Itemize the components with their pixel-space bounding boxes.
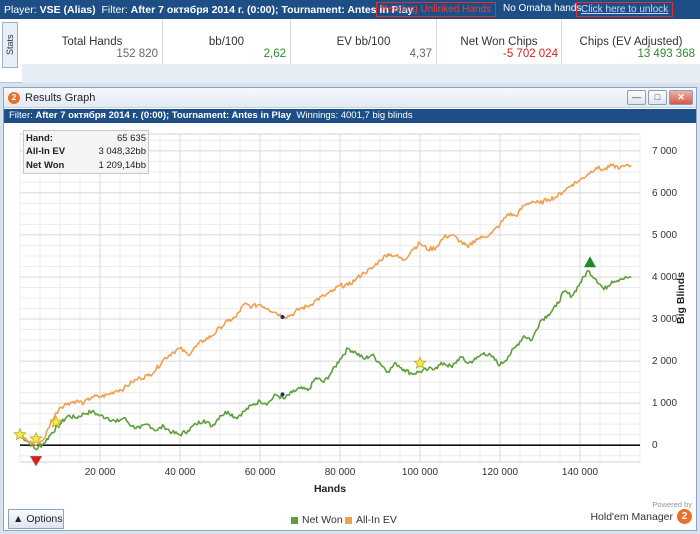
series-line-all-in-ev <box>19 163 632 447</box>
tooltip-label: Net Won <box>26 160 65 172</box>
hover-dot-marker <box>280 315 285 320</box>
column-ev-bb-100[interactable]: EV bb/100 <box>291 19 437 64</box>
close-button[interactable]: ✕ <box>669 90 693 105</box>
star-marker <box>29 431 43 445</box>
legend-net-won[interactable]: Net Won <box>291 514 343 526</box>
y-tick-label: 1 000 <box>652 398 677 409</box>
chips-ev-adjusted-value: 13 493 368 <box>637 48 695 60</box>
star-marker <box>413 356 427 369</box>
hm2-badge-icon: 2 <box>677 509 692 524</box>
window-title: Results Graph <box>25 92 96 104</box>
hover-dot-marker <box>280 392 285 397</box>
y-tick-label: 6 000 <box>652 188 677 199</box>
winnings-summary: Winnings: 4001,7 big blinds <box>296 110 413 121</box>
minimize-button[interactable]: — <box>627 90 646 105</box>
y-tick-label: 5 000 <box>652 230 677 241</box>
legend-label: All-In EV <box>356 514 397 526</box>
options-label: Options <box>26 513 63 525</box>
legend-swatch-all-in-ev <box>345 516 352 524</box>
brand-name: Hold'em Manager <box>590 510 673 523</box>
y-tick-label: 3 000 <box>652 314 677 325</box>
tooltip-row-net-won: Net Won 1 209,14bb <box>24 159 149 174</box>
y-tick-label: 2 000 <box>652 356 677 367</box>
options-button[interactable]: ▲ Options <box>8 509 64 529</box>
player-label: Player: <box>4 3 37 16</box>
graph-filter-bar: Filter: After 7 октября 2014 г. (0:00); … <box>4 109 696 123</box>
results-graph-window: 2 Results Graph — □ ✕ Filter: After 7 ок… <box>3 87 697 531</box>
powered-by-label: Powered by <box>652 500 692 509</box>
tooltip-row-allin-ev: All-In EV 3 048,32bb <box>24 145 149 159</box>
x-tick-label: 100 000 <box>402 467 439 478</box>
x-tick-label: 40 000 <box>165 467 196 478</box>
x-tick-label: 120 000 <box>482 467 519 478</box>
column-net-won-chips[interactable]: Net Won Chips <box>437 19 562 64</box>
hand-tooltip: Hand: 65 635 All-In EV 3 048,32bb Net Won 1… <box>23 130 149 174</box>
x-tick-label: 60 000 <box>245 467 276 478</box>
column-chips-ev-adjusted[interactable]: Chips (EV Adjusted) <box>579 35 683 48</box>
tooltip-row-hand: Hand: 65 635 <box>24 131 149 146</box>
column-total-hands[interactable]: Total Hands <box>22 19 163 64</box>
series-line-net-won <box>19 269 632 451</box>
filter-description[interactable]: After 7 октября 2014 г. (0:00); Tourname… <box>130 3 414 16</box>
results-chart-svg[interactable]: 20 000 40 000 60 000 80 000 100 000 120 000 14… <box>4 124 696 508</box>
y-tick-label: 4 000 <box>652 272 677 283</box>
tooltip-value: 1 209,14bb <box>98 160 146 172</box>
player-name[interactable]: VSE (Alias) <box>39 3 96 16</box>
stats-strip: Stats Total Hands bb/100 EV bb/100 Net W… <box>0 19 700 83</box>
x-tick-label: 140 000 <box>562 467 599 478</box>
filter-label: Filter: <box>101 3 128 16</box>
x-axis-label: Hands <box>314 483 346 495</box>
stats-tab[interactable]: Stats <box>2 22 18 68</box>
tooltip-value: 65 635 <box>116 132 146 144</box>
ev-bb-100-value: 4,37 <box>409 48 432 60</box>
window-titlebar[interactable]: 2 Results Graph — □ ✕ <box>4 88 696 108</box>
graph-filter-label: Filter: <box>9 110 33 121</box>
hm2-logo-icon: 2 <box>8 92 20 104</box>
legend-swatch-net-won <box>291 516 298 524</box>
unlock-link[interactable]: Click here to unlock <box>576 2 674 17</box>
max-triangle-marker <box>584 256 596 268</box>
player-filter-bar: Player: VSE (Alias) Filter: After 7 октя… <box>0 0 700 19</box>
total-hands-value: 152 820 <box>116 48 158 60</box>
star-marker <box>49 415 63 428</box>
y-tick-label: 7 000 <box>652 146 677 157</box>
results-chart[interactable]: 20 000 40 000 60 000 80 000 100 000 120 000 14… <box>4 124 696 508</box>
tooltip-label: Hand: <box>26 132 53 144</box>
x-tick-label: 80 000 <box>325 467 356 478</box>
hm2-branding: Powered by Hold'em Manager 2 <box>590 500 692 524</box>
tooltip-label: All-In EV <box>26 146 66 158</box>
legend-label: Net Won <box>302 514 343 526</box>
column-bb-100[interactable]: bb/100 <box>163 19 291 64</box>
bb-100-value: 2,62 <box>263 48 286 60</box>
maximize-button[interactable]: □ <box>648 90 667 105</box>
pending-hands-warning[interactable]: Pending Unlinked Hands <box>376 2 497 17</box>
star-marker <box>13 427 27 441</box>
min-triangle-marker <box>30 456 42 467</box>
y-axis-label: Big Blinds <box>675 272 687 324</box>
legend-all-in-ev[interactable]: All-In EV <box>345 514 397 526</box>
stats-values-row <box>22 64 700 83</box>
graph-bottom-bar: ▲ Options Net Won All-In EV Powered by H… <box>4 500 696 530</box>
tooltip-value: 3 048,32bb <box>98 146 146 158</box>
omaha-notice: No Omaha hands. <box>503 3 585 14</box>
x-tick-label: 20 000 <box>85 467 116 478</box>
options-caret-icon: ▲ <box>13 513 24 525</box>
graph-filter-description: After 7 октября 2014 г. (0:00); Tourname… <box>35 110 292 121</box>
y-tick-label: 0 <box>652 440 658 451</box>
net-won-chips-value: -5 702 024 <box>503 48 558 60</box>
